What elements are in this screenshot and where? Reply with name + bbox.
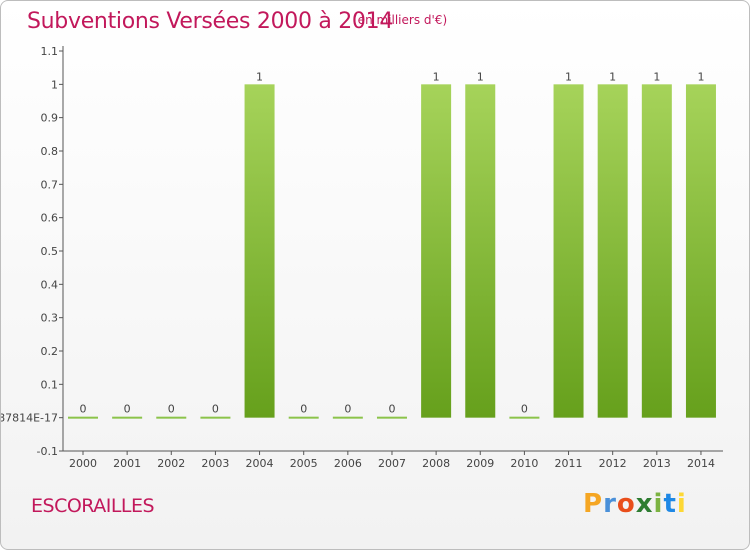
y-tick-label: 1.1 xyxy=(41,45,59,58)
y-tick-label: 1 xyxy=(51,78,58,91)
x-tick-label-2010: 2010 xyxy=(510,457,538,470)
data-label-2010: 0 xyxy=(521,403,528,416)
bar-2009 xyxy=(465,84,496,418)
x-tick-label-2003: 2003 xyxy=(201,457,229,470)
proxiti-logo[interactable]: Proxiti xyxy=(583,489,687,519)
x-tick-label-2000: 2000 xyxy=(69,457,97,470)
x-tick-label-2011: 2011 xyxy=(555,457,583,470)
data-label-2013: 1 xyxy=(653,70,660,83)
x-tick-label-2006: 2006 xyxy=(334,457,362,470)
chart-title: Subventions Versées 2000 à 2014 xyxy=(27,9,394,34)
bar-2014 xyxy=(685,84,716,418)
data-label-2002: 0 xyxy=(168,403,175,416)
data-label-2007: 0 xyxy=(388,403,395,416)
bar-2013 xyxy=(641,84,672,418)
y-tick-label: 0.5 xyxy=(41,245,59,258)
y-tick-label: 0.2 xyxy=(41,345,59,358)
y-tick-label: -0.1 xyxy=(37,445,58,458)
x-tick-label-2005: 2005 xyxy=(290,457,318,470)
bar-2011 xyxy=(553,84,584,418)
data-label-2000: 0 xyxy=(80,403,87,416)
x-tick-label-2013: 2013 xyxy=(643,457,671,470)
data-label-2011: 1 xyxy=(565,70,572,83)
bar-2003 xyxy=(200,416,231,419)
bar-2002 xyxy=(156,416,187,419)
data-label-2014: 1 xyxy=(697,70,704,83)
y-tick-label: 0.6 xyxy=(41,212,59,225)
y-tick-label: 1.387814E-17 xyxy=(1,412,58,425)
y-tick-label: 0.3 xyxy=(41,312,59,325)
bar-2006 xyxy=(332,416,363,419)
x-tick-label-2014: 2014 xyxy=(687,457,715,470)
bar-2010 xyxy=(509,416,540,419)
x-tick-label-2012: 2012 xyxy=(599,457,627,470)
chart-unit: (en milliers d'€) xyxy=(353,13,448,27)
y-tick-label: 0.7 xyxy=(41,178,59,191)
data-label-2004: 1 xyxy=(256,70,263,83)
bar-2007 xyxy=(376,416,407,419)
x-tick-label-2009: 2009 xyxy=(466,457,494,470)
bar-2004 xyxy=(244,84,275,418)
y-tick-label: 0.4 xyxy=(41,278,59,291)
data-label-2001: 0 xyxy=(124,403,131,416)
bar-2000 xyxy=(68,416,98,419)
data-label-2005: 0 xyxy=(300,403,307,416)
data-label-2012: 1 xyxy=(609,70,616,83)
y-tick-label: 0.9 xyxy=(41,112,59,125)
data-label-2006: 0 xyxy=(344,403,351,416)
data-label-2009: 1 xyxy=(477,70,484,83)
bar-2001 xyxy=(112,416,143,419)
bar-2008 xyxy=(421,84,452,418)
y-tick-label: 0.8 xyxy=(41,145,59,158)
x-tick-label-2008: 2008 xyxy=(422,457,450,470)
commune-name: ESCORAILLES xyxy=(31,495,155,517)
x-tick-label-2004: 2004 xyxy=(246,457,274,470)
bar-2012 xyxy=(597,84,628,418)
x-tick-label-2007: 2007 xyxy=(378,457,406,470)
y-tick-label: 0.1 xyxy=(41,378,59,391)
data-label-2008: 1 xyxy=(433,70,440,83)
bar-2005 xyxy=(288,416,319,419)
data-label-2003: 0 xyxy=(212,403,219,416)
x-tick-label-2002: 2002 xyxy=(157,457,185,470)
x-tick-label-2001: 2001 xyxy=(113,457,141,470)
